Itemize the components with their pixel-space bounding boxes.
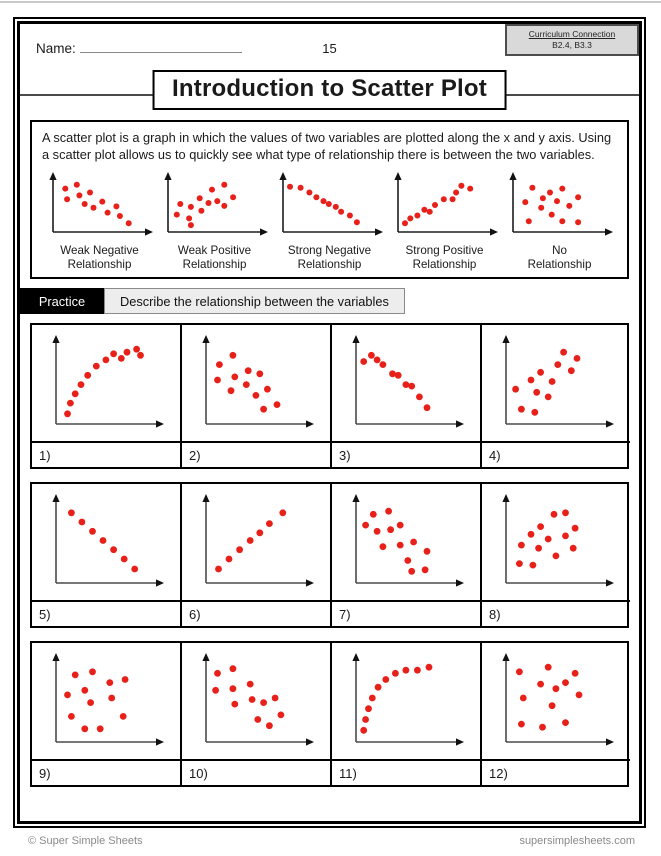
name-label: Name: xyxy=(36,41,76,56)
example-plot-strong-negative xyxy=(278,172,383,236)
practice-number-cell-2: 2) xyxy=(182,441,332,468)
practice-cell-8 xyxy=(482,484,630,600)
page-number: 15 xyxy=(322,41,337,56)
practice-instruction: Describe the relationship between the va… xyxy=(104,288,405,315)
example-label: Weak Negative Relationship xyxy=(60,244,139,271)
page-title: Introduction to Scatter Plot xyxy=(172,75,487,102)
practice-number: 3) xyxy=(339,447,351,463)
practice-number: 2) xyxy=(189,447,201,463)
practice-plot-4 xyxy=(502,335,614,428)
practice-number-cell-7: 7) xyxy=(332,600,482,627)
page-top-edge xyxy=(0,1,661,3)
practice-number: 10) xyxy=(189,765,208,781)
practice-row-1: 1) 2) 3) 4) xyxy=(30,323,630,470)
practice-number: 12) xyxy=(489,765,508,781)
practice-number-cell-5: 5) xyxy=(32,600,182,627)
example-strong-positive: Strong Positive Relationship xyxy=(387,169,502,271)
name-row: Name: xyxy=(36,38,242,56)
practice-row-3: 9) 10) 11) 12) xyxy=(30,641,630,788)
practice-cell-12 xyxy=(482,643,630,759)
practice-plot-3 xyxy=(352,335,464,428)
practice-cell-3 xyxy=(332,325,482,442)
practice-cell-7 xyxy=(332,484,482,601)
practice-number: 6) xyxy=(189,606,201,622)
example-label: Strong Positive Relationship xyxy=(405,244,484,271)
practice-number-cell-1: 1) xyxy=(32,441,182,468)
practice-number: 4) xyxy=(489,447,501,463)
practice-bar: Practice Describe the relationship betwe… xyxy=(20,288,639,315)
practice-cell-1 xyxy=(32,325,182,442)
practice-plot-9 xyxy=(52,653,164,746)
curriculum-title: Curriculum Connection xyxy=(528,29,616,39)
example-plot-no-relationship xyxy=(508,172,613,236)
practice-plot-5 xyxy=(52,494,164,587)
practice-plot-11 xyxy=(352,653,464,746)
worksheet-frame-inner: Name: 15 Curriculum Connection B2.4, B3.… xyxy=(17,21,642,824)
example-weak-negative: Weak Negative Relationship xyxy=(42,169,157,271)
practice-number: 11) xyxy=(339,765,357,781)
practice-cell-9 xyxy=(32,643,182,760)
header: Name: 15 Curriculum Connection B2.4, B3.… xyxy=(20,24,639,120)
practice-number-cell-4: 4) xyxy=(482,441,630,467)
practice-cell-11 xyxy=(332,643,482,760)
practice-plot-2 xyxy=(202,335,314,428)
examples-row: Weak Negative Relationship Weak Positive … xyxy=(42,169,617,271)
practice-number-cell-10: 10) xyxy=(182,759,332,786)
practice-cell-4 xyxy=(482,325,630,441)
practice-grid: 1) 2) 3) 4) 5) 6) 7) 8) 9) 10) 11) 12) xyxy=(30,323,630,788)
practice-cell-6 xyxy=(182,484,332,601)
practice-tag: Practice xyxy=(20,288,104,315)
practice-plot-8 xyxy=(502,494,614,587)
example-label: Strong Negative Relationship xyxy=(287,244,372,271)
intro-box: A scatter plot is a graph in which the v… xyxy=(30,120,629,280)
practice-plot-6 xyxy=(202,494,314,587)
practice-number-cell-6: 6) xyxy=(182,600,332,627)
intro-text: A scatter plot is a graph in which the v… xyxy=(42,130,612,163)
practice-plot-10 xyxy=(202,653,314,746)
curriculum-connection-box: Curriculum Connection B2.4, B3.3 xyxy=(505,24,639,56)
example-plot-weak-positive xyxy=(163,172,268,236)
title-box: Introduction to Scatter Plot xyxy=(152,70,507,110)
example-strong-negative: Strong Negative Relationship xyxy=(272,169,387,271)
practice-number-cell-12: 12) xyxy=(482,759,630,785)
name-blank-line xyxy=(79,38,242,53)
practice-plot-12 xyxy=(502,653,614,746)
practice-number-cell-11: 11) xyxy=(332,759,482,786)
practice-number: 7) xyxy=(339,606,351,622)
practice-plot-7 xyxy=(352,494,464,587)
example-plot-weak-negative xyxy=(48,172,153,236)
practice-cell-5 xyxy=(32,484,182,601)
practice-number: 9) xyxy=(39,765,51,781)
practice-number: 8) xyxy=(489,606,501,622)
practice-row-2: 5) 6) 7) 8) xyxy=(30,482,630,629)
practice-number-cell-9: 9) xyxy=(32,759,182,786)
example-plot-strong-positive xyxy=(393,172,498,236)
practice-number: 1) xyxy=(39,447,51,463)
curriculum-codes: B2.4, B3.3 xyxy=(552,40,592,50)
practice-plot-1 xyxy=(52,335,164,428)
footer-copyright: © Super Simple Sheets xyxy=(28,835,143,847)
example-label: No Relationship xyxy=(527,244,592,271)
practice-number-cell-8: 8) xyxy=(482,600,630,626)
practice-number: 5) xyxy=(39,606,51,622)
practice-cell-2 xyxy=(182,325,332,442)
example-label: Weak Positive Relationship xyxy=(177,244,252,271)
practice-number-cell-3: 3) xyxy=(332,441,482,468)
example-no-relationship: No Relationship xyxy=(502,169,617,271)
practice-cell-10 xyxy=(182,643,332,760)
footer: © Super Simple Sheets supersimplesheets.… xyxy=(28,835,635,847)
footer-website: supersimplesheets.com xyxy=(519,835,635,847)
example-weak-positive: Weak Positive Relationship xyxy=(157,169,272,271)
worksheet-frame: Name: 15 Curriculum Connection B2.4, B3.… xyxy=(13,17,646,828)
